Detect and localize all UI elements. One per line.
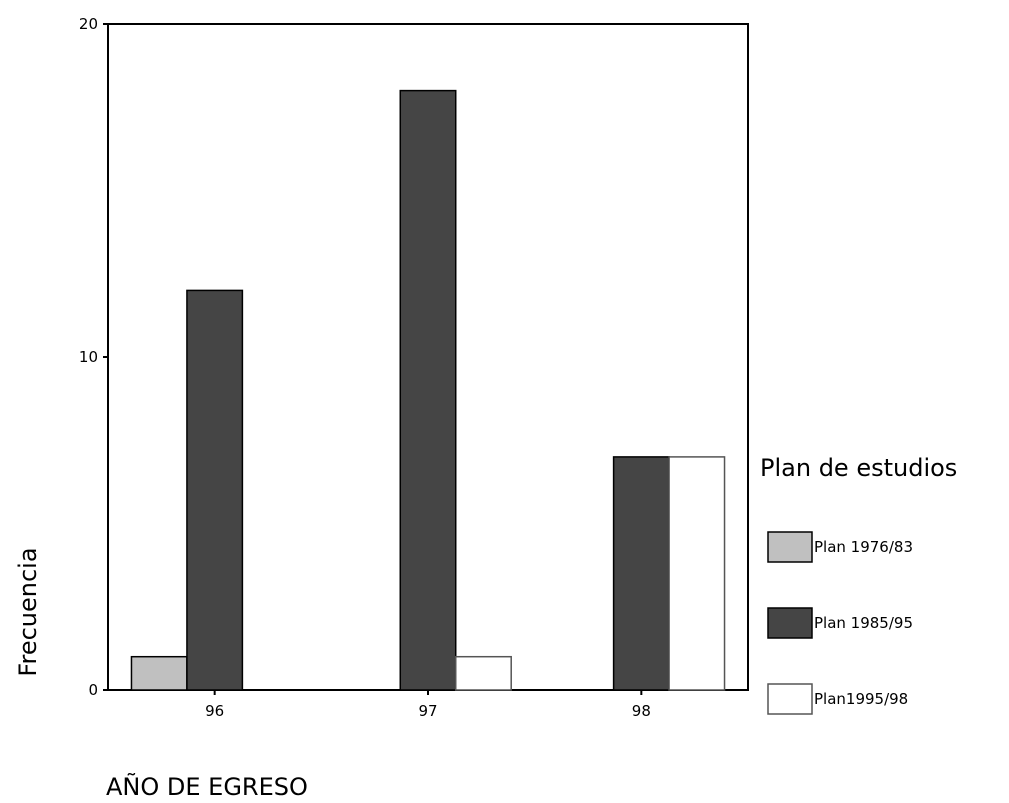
x-axis-title: AÑO DE EGRESO	[106, 771, 308, 801]
legend-label: Plan 1976/83	[814, 538, 913, 556]
bar	[612, 456, 670, 691]
bar	[130, 655, 188, 691]
x-tick-label: 97	[418, 702, 437, 720]
y-tick-label: 20	[79, 15, 98, 33]
legend-label: Plan 1985/95	[814, 614, 913, 632]
bar	[454, 655, 512, 691]
x-tick-label: 98	[632, 702, 651, 720]
y-tick-label: 0	[88, 681, 98, 699]
y-tick-label: 10	[79, 348, 98, 366]
axis-layer: 0 10 20 96 97 98	[79, 15, 651, 720]
legend-title: Plan de estudios	[760, 454, 957, 482]
bars-layer	[130, 89, 726, 691]
y-axis-title: Frecuencia	[14, 547, 42, 676]
legend: Plan 1976/83 Plan 1985/95 Plan1995/98	[767, 531, 913, 715]
legend-label: Plan1995/98	[814, 690, 908, 708]
legend-swatch	[767, 607, 813, 639]
legend-swatch	[767, 683, 813, 715]
bar	[186, 289, 244, 691]
legend-swatch	[767, 531, 813, 563]
bar	[399, 89, 457, 691]
x-tick-label: 96	[205, 702, 224, 720]
bar	[668, 456, 726, 691]
